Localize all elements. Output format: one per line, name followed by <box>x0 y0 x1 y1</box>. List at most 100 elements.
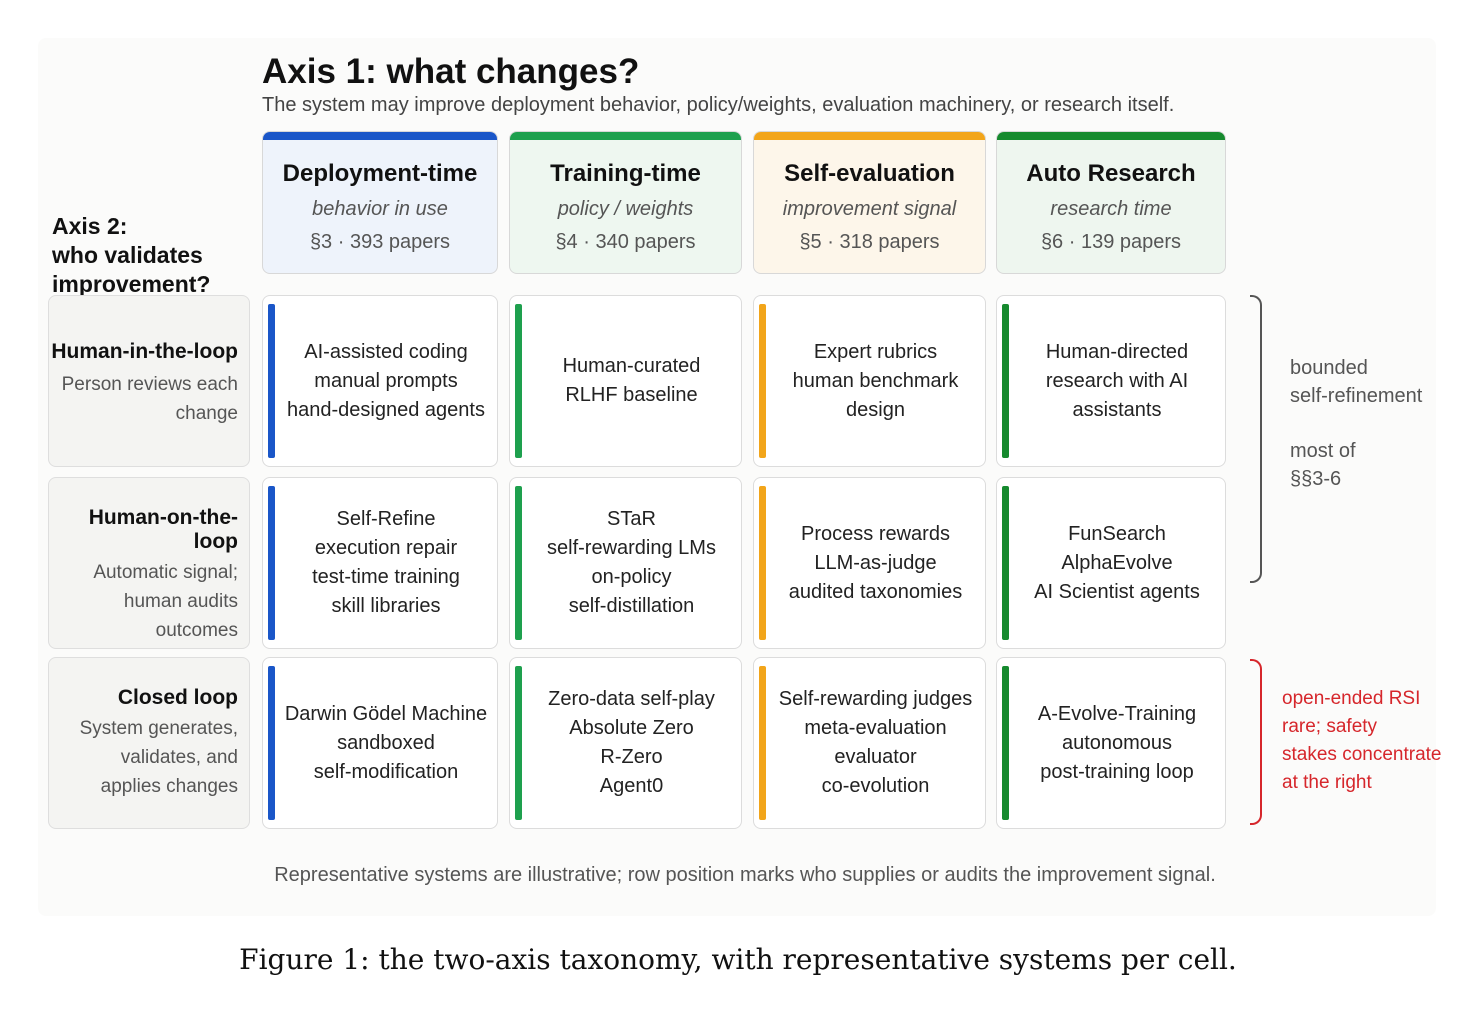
cell-systems: Human-directed research with AI assistants <box>1011 296 1223 466</box>
cell-color-stripe <box>268 486 275 640</box>
grid-cell: Darwin Gödel Machine sandboxed self-modifi… <box>262 657 498 829</box>
cell-color-stripe <box>1002 486 1009 640</box>
cell-color-stripe <box>515 486 522 640</box>
bracket-bounded <box>1250 295 1262 583</box>
column-color-bar <box>754 132 985 140</box>
cell-systems: FunSearch AlphaEvolve AI Scientist agents <box>1011 478 1223 648</box>
column-paper-count: §5 · 318 papers <box>799 231 940 253</box>
cell-color-stripe <box>759 666 766 820</box>
cell-systems: A-Evolve-Training autonomous post-training… <box>1011 658 1223 828</box>
column-paper-count: §3 · 393 papers <box>309 231 451 253</box>
note-line: most of <box>1290 440 1356 462</box>
cell-systems: Human-curated RLHF baseline <box>524 296 739 466</box>
row-name: Human-in-the-loop <box>51 340 238 363</box>
axis2-title: Axis 2: who validates improvement? <box>52 212 252 299</box>
column-name: Deployment-time <box>282 160 478 187</box>
column-subtitle: research time <box>1050 198 1172 220</box>
column-color-bar <box>263 132 497 140</box>
axis2-title-line: improvement? <box>52 271 211 297</box>
grid-cell: Zero-data self-play Absolute Zero R-Zero Ag… <box>509 657 742 829</box>
grid-cell: A-Evolve-Training autonomous post-training… <box>996 657 1226 829</box>
column-header-self-evaluation: Self-evaluation improvement signal §5 · … <box>753 131 986 274</box>
system-label: self-distillation <box>568 595 695 617</box>
column-color-bar <box>997 132 1225 140</box>
note-line: rare; safety <box>1282 716 1378 737</box>
system-label: Agent0 <box>599 775 664 797</box>
system-label: Self-Refine <box>336 508 436 530</box>
column-color-bar <box>510 132 741 140</box>
row-description: System generates, validates, and applies… <box>79 718 238 797</box>
row-name: Human-on-the-loop <box>88 506 238 553</box>
note-line: stakes concentrate <box>1282 744 1442 765</box>
system-label: manual prompts <box>314 369 458 392</box>
system-label: A-Evolve-Training <box>1037 702 1197 725</box>
note-line: §§3-6 <box>1290 468 1342 490</box>
cell-systems: Zero-data self-play Absolute Zero R-Zero Ag… <box>524 658 739 828</box>
cell-systems: Self-rewarding judges meta-evaluation eval… <box>768 658 983 828</box>
system-label: RLHF baseline <box>565 384 698 406</box>
axis1-title: Axis 1: what changes? <box>262 52 640 91</box>
note-bounded-self-refinement: bounded self-refinement <box>1290 354 1440 410</box>
cell-systems: AI-assisted coding manual prompts hand-des… <box>277 296 495 466</box>
system-label: test-time training <box>312 566 460 588</box>
row-header-closed-loop: Closed loop System generates, validates,… <box>48 657 250 829</box>
note-most-sections: most of §§3-6 <box>1290 437 1440 493</box>
system-label: Darwin Gödel Machine <box>284 702 488 725</box>
axis2-title-line: who validates <box>52 242 203 268</box>
system-label: AI Scientist agents <box>1034 580 1200 603</box>
column-name: Self-evaluation <box>784 160 955 187</box>
grid-cell: Self-Refine execution repair test-time tra… <box>262 477 498 649</box>
grid-cell: Human-curated RLHF baseline <box>509 295 742 467</box>
system-label: on-policy <box>591 566 672 588</box>
system-label: Human-directed <box>1045 340 1189 363</box>
cell-color-stripe <box>268 304 275 458</box>
system-label: evaluator <box>834 746 917 768</box>
column-header-training-time: Training-time policy / weights §4 · 340 … <box>509 131 742 274</box>
cell-color-stripe <box>1002 304 1009 458</box>
system-label: Absolute Zero <box>569 717 694 739</box>
column-subtitle: improvement signal <box>782 198 957 220</box>
column-name: Training-time <box>550 160 701 187</box>
system-label: STaR <box>607 508 656 530</box>
system-label: Process rewards <box>801 522 950 545</box>
system-label: LLM-as-judge <box>814 551 937 574</box>
system-label: Zero-data self-play <box>548 688 715 710</box>
cell-systems: Darwin Gödel Machine sandboxed self-modifi… <box>277 658 495 828</box>
note-line: bounded <box>1290 357 1368 379</box>
cell-color-stripe <box>759 486 766 640</box>
row-name: Closed loop <box>117 686 238 709</box>
system-label: AlphaEvolve <box>1061 551 1173 574</box>
system-label: R-Zero <box>600 746 663 768</box>
grid-cell: Process rewards LLM-as-judge audited taxon… <box>753 477 986 649</box>
system-label: meta-evaluation <box>804 717 947 739</box>
system-label: self-modification <box>313 760 459 783</box>
grid-cell: Expert rubrics human benchmark design <box>753 295 986 467</box>
row-description: Automatic signal; human audits outcomes <box>93 562 238 641</box>
system-label: execution repair <box>314 537 458 559</box>
bracket-open-ended <box>1250 659 1262 825</box>
axis2-title-line: Axis 2: <box>52 213 128 239</box>
system-label: assistants <box>1072 398 1162 421</box>
note-line: self-refinement <box>1290 385 1423 407</box>
system-label: AI-assisted coding <box>304 340 468 363</box>
cell-color-stripe <box>759 304 766 458</box>
system-label: Human-curated <box>562 355 701 377</box>
cell-color-stripe <box>515 304 522 458</box>
system-label: FunSearch <box>1068 522 1166 545</box>
column-paper-count: §6 · 139 papers <box>1040 231 1182 253</box>
cell-color-stripe <box>268 666 275 820</box>
grid-cell: STaR self-rewarding LMs on-policy self-dist… <box>509 477 742 649</box>
cell-color-stripe <box>515 666 522 820</box>
column-subtitle: behavior in use <box>312 198 448 220</box>
system-label: research with AI <box>1045 369 1189 392</box>
row-header-human-in-the-loop: Human-in-the-loop Person reviews each ch… <box>48 295 250 467</box>
cell-color-stripe <box>1002 666 1009 820</box>
system-label: sandboxed <box>337 731 435 754</box>
system-label: human benchmark <box>792 369 959 392</box>
column-subtitle: policy / weights <box>557 198 694 220</box>
note-line: open-ended RSI <box>1282 688 1421 709</box>
system-label: post-training loop <box>1040 760 1194 783</box>
row-description: Person reviews each change <box>61 374 238 424</box>
system-label: audited taxonomies <box>788 580 963 603</box>
system-label: Expert rubrics <box>813 340 938 363</box>
